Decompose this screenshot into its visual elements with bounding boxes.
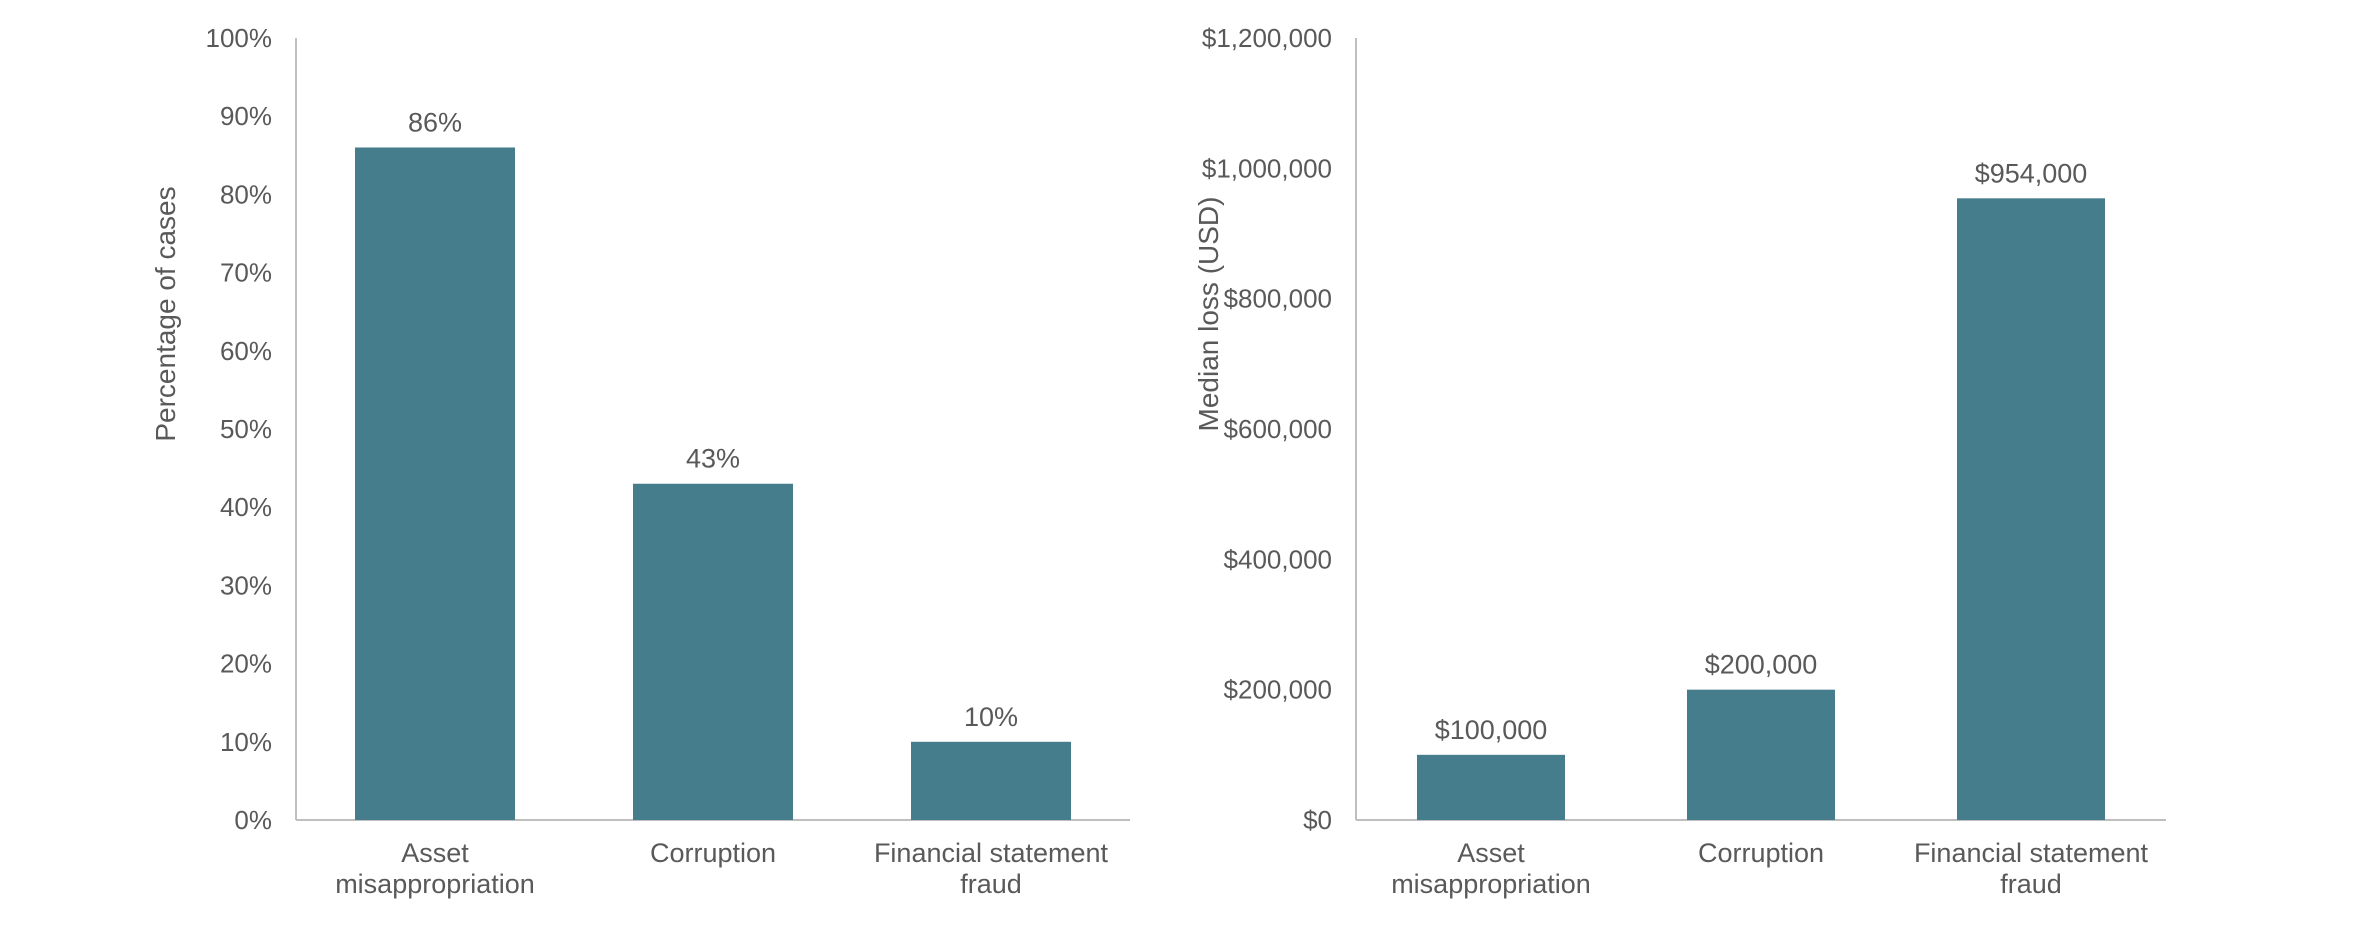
y-tick-label: $600,000: [1224, 414, 1332, 444]
y-tick-label: $1,000,000: [1202, 153, 1332, 183]
x-tick-label: Corruption: [650, 838, 776, 868]
data-label: $200,000: [1705, 650, 1818, 680]
bar-2: [1687, 689, 1835, 820]
data-label: 43%: [686, 444, 740, 474]
x-tick-label: misappropriation: [335, 869, 535, 899]
data-label: $100,000: [1435, 715, 1548, 745]
y-tick-label: $400,000: [1224, 544, 1332, 574]
bar-1: [1417, 754, 1565, 820]
bar-2: [633, 483, 793, 820]
x-tick-label: Asset: [401, 838, 469, 868]
bar-1: [355, 147, 515, 821]
y-tick-label: 60%: [220, 336, 272, 366]
x-tick-label: Asset: [1457, 838, 1525, 868]
x-tick-label: fraud: [2000, 869, 2062, 899]
data-label: 10%: [964, 702, 1018, 732]
x-tick-label: fraud: [960, 869, 1022, 899]
y-tick-label: 10%: [220, 727, 272, 757]
y-tick-label: 100%: [206, 23, 273, 53]
data-label: 86%: [408, 107, 462, 137]
chart-1: 0% 10% 20% 30% 40% 50% 60% 70% 80% 90% 100% Percent…: [150, 23, 1130, 899]
y-tick-label: 80%: [220, 179, 272, 209]
bar-3: [1957, 198, 2105, 820]
y-tick-label: 0%: [234, 805, 272, 835]
y-tick-label: 40%: [220, 492, 272, 522]
y-tick-label: 90%: [220, 101, 272, 131]
y-tick-label: $200,000: [1224, 675, 1332, 705]
data-label: $954,000: [1975, 158, 2088, 188]
x-tick-label: misappropriation: [1391, 869, 1591, 899]
chart-2: $0 $200,000 $400,000 $600,000 $800,000 $1,000…: [1193, 23, 2166, 899]
bar-3: [911, 741, 1071, 820]
x-tick-label: Corruption: [1698, 838, 1824, 868]
x-tick-label: Financial statement: [874, 838, 1109, 868]
y-tick-label: $1,200,000: [1202, 23, 1332, 53]
x-tick-label: Financial statement: [1914, 838, 2149, 868]
y-tick-label: 30%: [220, 570, 272, 600]
y-axis-title: Percentage of cases: [150, 186, 181, 441]
y-tick-label: 50%: [220, 414, 272, 444]
y-tick-label: $800,000: [1224, 284, 1332, 314]
y-tick-label: 20%: [220, 649, 272, 679]
y-axis-title: Median loss (USD): [1193, 197, 1224, 432]
y-tick-label: 70%: [220, 258, 272, 288]
y-tick-label: $0: [1303, 805, 1332, 835]
